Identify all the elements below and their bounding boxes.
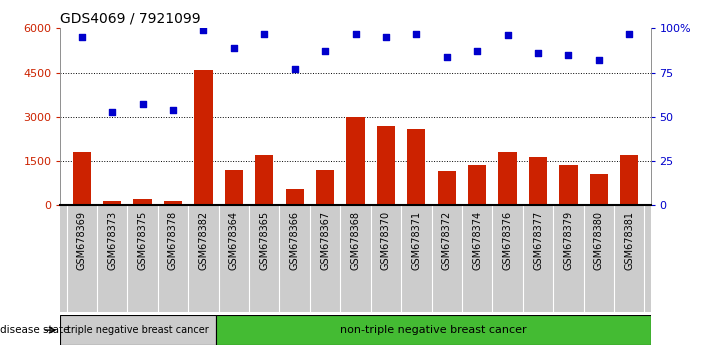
Text: non-triple negative breast cancer: non-triple negative breast cancer: [340, 325, 526, 335]
Text: GSM678366: GSM678366: [289, 211, 299, 270]
Text: GSM678382: GSM678382: [198, 211, 208, 270]
Point: [107, 109, 118, 114]
Text: GDS4069 / 7921099: GDS4069 / 7921099: [60, 12, 201, 26]
Bar: [316, 170, 334, 205]
Bar: [377, 126, 395, 205]
Text: GSM678368: GSM678368: [351, 211, 360, 270]
Point: [319, 48, 331, 54]
Bar: [560, 166, 577, 205]
Text: GSM678380: GSM678380: [594, 211, 604, 270]
Bar: [255, 155, 273, 205]
Text: GSM678370: GSM678370: [381, 211, 391, 270]
Bar: [286, 189, 304, 205]
Bar: [164, 201, 182, 205]
Point: [228, 45, 240, 51]
Text: GSM678375: GSM678375: [137, 211, 148, 270]
Bar: [134, 199, 151, 205]
Text: GSM678369: GSM678369: [77, 211, 87, 270]
Point: [167, 107, 178, 113]
Text: GSM678371: GSM678371: [412, 211, 422, 270]
Point: [441, 54, 452, 59]
Bar: [529, 156, 547, 205]
Point: [502, 33, 513, 38]
Point: [259, 31, 270, 36]
Bar: [438, 171, 456, 205]
Bar: [194, 70, 213, 205]
Bar: [225, 170, 243, 205]
Point: [562, 52, 574, 58]
Point: [471, 48, 483, 54]
Text: GSM678367: GSM678367: [320, 211, 330, 270]
Bar: [407, 129, 425, 205]
Text: GSM678364: GSM678364: [229, 211, 239, 270]
Point: [624, 31, 635, 36]
Bar: [498, 152, 517, 205]
Bar: [73, 152, 91, 205]
Text: GSM678374: GSM678374: [472, 211, 482, 270]
Text: GSM678378: GSM678378: [168, 211, 178, 270]
Text: GSM678373: GSM678373: [107, 211, 117, 270]
Bar: [468, 166, 486, 205]
Text: GSM678381: GSM678381: [624, 211, 634, 270]
Bar: [346, 117, 365, 205]
Text: GSM678377: GSM678377: [533, 211, 543, 270]
Point: [289, 66, 300, 72]
Point: [380, 34, 392, 40]
Text: GSM678376: GSM678376: [503, 211, 513, 270]
Point: [198, 27, 209, 33]
Text: GSM678379: GSM678379: [563, 211, 574, 270]
Point: [350, 31, 361, 36]
Point: [411, 31, 422, 36]
Bar: [620, 155, 638, 205]
Text: triple negative breast cancer: triple negative breast cancer: [68, 325, 209, 335]
Bar: [103, 201, 122, 205]
FancyBboxPatch shape: [215, 315, 651, 345]
Point: [137, 102, 149, 107]
Point: [533, 50, 544, 56]
Text: disease state: disease state: [0, 325, 70, 335]
Point: [593, 57, 604, 63]
Text: GSM678365: GSM678365: [260, 211, 269, 270]
Text: GSM678372: GSM678372: [442, 211, 451, 270]
FancyBboxPatch shape: [60, 315, 215, 345]
Point: [76, 34, 87, 40]
Bar: [589, 175, 608, 205]
